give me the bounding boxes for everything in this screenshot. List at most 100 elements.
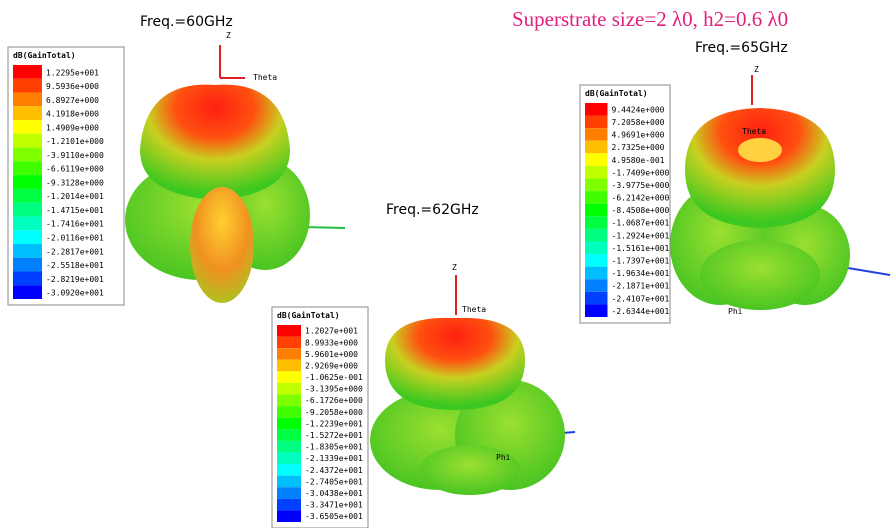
axis-label: Z bbox=[452, 263, 457, 272]
legend-swatch bbox=[277, 498, 301, 511]
frequency-label: Freq.=65GHz bbox=[695, 40, 788, 56]
legend-label: 6.8927e+000 bbox=[46, 96, 99, 105]
legend-swatch bbox=[277, 394, 301, 407]
legend-swatch bbox=[585, 241, 608, 255]
legend-label: 4.1918e+000 bbox=[46, 110, 99, 119]
legend-swatch bbox=[13, 120, 42, 134]
legend-swatch bbox=[585, 115, 608, 129]
legend-swatch bbox=[13, 257, 42, 272]
legend-swatch bbox=[585, 304, 608, 317]
legend-swatch bbox=[277, 336, 301, 349]
legend-label: 1.2027e+001 bbox=[305, 327, 358, 336]
legend-label: -1.4715e+001 bbox=[46, 206, 104, 215]
legend-label: -6.1726e+000 bbox=[305, 396, 363, 405]
legend-label: 9.4424e+000 bbox=[612, 105, 665, 114]
axis-label: Phi bbox=[728, 307, 743, 316]
legend-label: -2.4107e+001 bbox=[612, 294, 670, 303]
legend-swatch bbox=[277, 440, 301, 453]
legend-swatch bbox=[13, 216, 42, 231]
legend-label: -1.0625e-001 bbox=[305, 373, 363, 382]
legend-label: -1.7416e+001 bbox=[46, 220, 104, 229]
axis-label: Theta bbox=[742, 127, 766, 136]
figure-title: Superstrate size=2 λ0, h2=0.6 λ0 bbox=[512, 7, 788, 31]
legend-label: -3.0920e+001 bbox=[46, 289, 104, 298]
legend-label: -1.7397e+001 bbox=[612, 257, 670, 266]
pattern-60ghz bbox=[125, 45, 346, 303]
legend-swatch bbox=[277, 510, 301, 522]
legend-swatch bbox=[277, 382, 301, 395]
legend-swatch bbox=[277, 464, 301, 476]
pattern-65ghz bbox=[670, 75, 891, 310]
legend-label: -3.6505e+001 bbox=[305, 512, 363, 521]
legend-label: -2.8219e+001 bbox=[46, 275, 104, 284]
legend-label: -6.2142e+000 bbox=[612, 194, 670, 203]
legend-label: -1.2924e+001 bbox=[612, 231, 670, 240]
legend-swatch bbox=[277, 429, 301, 441]
legend-swatch bbox=[13, 285, 42, 299]
legend-label: -1.9634e+001 bbox=[612, 269, 670, 278]
legend-label: 7.2058e+000 bbox=[612, 118, 665, 127]
legend-swatch bbox=[277, 371, 301, 383]
legend-swatch bbox=[13, 133, 42, 148]
legend-swatch bbox=[585, 254, 608, 267]
legend-label: -3.3471e+001 bbox=[305, 501, 363, 510]
legend-swatch bbox=[277, 325, 301, 337]
legend-label: -1.5161e+001 bbox=[612, 244, 670, 253]
legend-label: -2.7405e+001 bbox=[305, 477, 363, 486]
legend-label: 4.9580e-001 bbox=[612, 156, 665, 165]
legend-swatch bbox=[585, 228, 608, 242]
legend-label: -3.1395e+000 bbox=[305, 385, 363, 394]
legend-label: -8.4508e+000 bbox=[612, 206, 670, 215]
legend-label: -1.2014e+001 bbox=[46, 192, 104, 201]
axis-label: Theta bbox=[462, 305, 486, 314]
legend-title: dB(GainTotal) bbox=[13, 50, 76, 60]
legend-swatch bbox=[13, 161, 42, 176]
legend-swatch bbox=[277, 452, 301, 465]
legend-label: -1.0687e+001 bbox=[612, 219, 670, 228]
axis-label: Phi bbox=[496, 453, 511, 462]
legend-label: 5.9601e+000 bbox=[305, 350, 358, 359]
legend-swatch bbox=[13, 202, 42, 217]
legend-swatch bbox=[585, 153, 608, 166]
legend-swatch bbox=[13, 106, 42, 121]
legend-swatch bbox=[13, 65, 42, 79]
legend-swatch bbox=[585, 103, 608, 116]
legend-swatch bbox=[585, 165, 608, 179]
legend-swatch bbox=[585, 266, 608, 280]
legend-label: 8.9933e+000 bbox=[305, 338, 358, 347]
legend-label: -1.5272e+001 bbox=[305, 431, 363, 440]
legend-label: -2.0116e+001 bbox=[46, 234, 104, 243]
legend-title: dB(GainTotal) bbox=[585, 88, 648, 98]
legend-swatch bbox=[13, 230, 42, 244]
legend-label: 1.2295e+001 bbox=[46, 68, 99, 77]
legend-swatch bbox=[585, 128, 608, 141]
legend-swatch bbox=[277, 359, 301, 372]
legend-swatch bbox=[13, 78, 42, 93]
legend-swatch bbox=[13, 147, 42, 162]
legend-label: -2.4372e+001 bbox=[305, 466, 363, 475]
legend-swatch bbox=[13, 175, 42, 189]
legend-label: -9.2058e+000 bbox=[305, 408, 363, 417]
legend-swatch bbox=[277, 406, 301, 418]
pattern-62ghz bbox=[370, 275, 576, 495]
legend-label: -2.2817e+001 bbox=[46, 247, 104, 256]
legend-label: -1.7409e+000 bbox=[612, 168, 670, 177]
legend-label: -2.6344e+001 bbox=[612, 307, 670, 316]
legend-swatch bbox=[585, 216, 608, 229]
legend-label: -9.3128e+000 bbox=[46, 178, 104, 187]
legend-swatch bbox=[585, 279, 608, 292]
legend-swatch bbox=[585, 140, 608, 154]
legend-swatch bbox=[13, 92, 42, 107]
frequency-label: Freq.=62GHz bbox=[386, 202, 479, 218]
legend-swatch bbox=[277, 417, 301, 430]
legend-label: 2.7325e+000 bbox=[612, 143, 665, 152]
legend-label: -2.1339e+001 bbox=[305, 454, 363, 463]
legend-swatch bbox=[277, 348, 301, 360]
legend-title: dB(GainTotal) bbox=[277, 310, 340, 320]
axis-label: Z bbox=[754, 65, 759, 74]
legend-label: -1.2239e+001 bbox=[305, 419, 363, 428]
legend-label: -6.6119e+000 bbox=[46, 165, 104, 174]
legend-label: -2.5518e+001 bbox=[46, 261, 104, 270]
legend-swatch bbox=[585, 178, 608, 192]
legend-swatch bbox=[585, 291, 608, 305]
